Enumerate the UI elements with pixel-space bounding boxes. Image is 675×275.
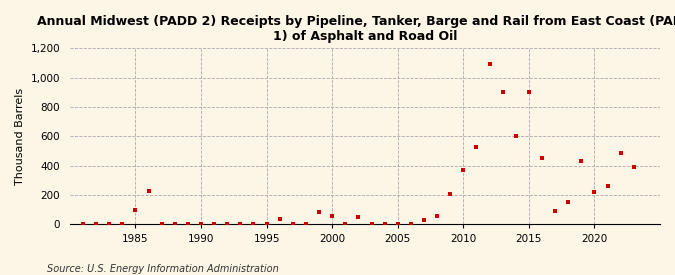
Point	[104, 222, 115, 226]
Point	[274, 217, 285, 222]
Text: Source: U.S. Energy Information Administration: Source: U.S. Energy Information Administ…	[47, 264, 279, 274]
Point	[169, 222, 180, 226]
Point	[117, 222, 128, 226]
Point	[471, 144, 482, 149]
Point	[235, 222, 246, 226]
Point	[432, 214, 443, 219]
Point	[288, 222, 298, 226]
Point	[628, 165, 639, 169]
Point	[576, 159, 587, 164]
Point	[406, 222, 416, 226]
Point	[458, 168, 468, 172]
Point	[261, 222, 272, 226]
Title: Annual Midwest (PADD 2) Receipts by Pipeline, Tanker, Barge and Rail from East C: Annual Midwest (PADD 2) Receipts by Pipe…	[37, 15, 675, 43]
Point	[379, 222, 390, 226]
Point	[314, 210, 325, 214]
Y-axis label: Thousand Barrels: Thousand Barrels	[15, 88, 25, 185]
Point	[157, 222, 167, 226]
Point	[130, 208, 141, 212]
Point	[222, 222, 233, 226]
Point	[209, 222, 219, 226]
Point	[445, 191, 456, 196]
Point	[340, 222, 351, 226]
Point	[300, 222, 311, 226]
Point	[196, 222, 207, 226]
Point	[563, 200, 574, 204]
Point	[484, 62, 495, 67]
Point	[78, 222, 88, 226]
Point	[392, 222, 403, 226]
Point	[549, 208, 560, 213]
Point	[524, 90, 535, 95]
Point	[327, 213, 338, 218]
Point	[510, 134, 521, 139]
Point	[418, 218, 429, 222]
Point	[248, 222, 259, 226]
Point	[182, 222, 193, 226]
Point	[537, 155, 547, 160]
Point	[90, 222, 101, 226]
Point	[143, 188, 154, 193]
Point	[589, 190, 600, 194]
Point	[602, 184, 613, 188]
Point	[497, 90, 508, 95]
Point	[615, 150, 626, 155]
Point	[366, 222, 377, 226]
Point	[353, 215, 364, 219]
